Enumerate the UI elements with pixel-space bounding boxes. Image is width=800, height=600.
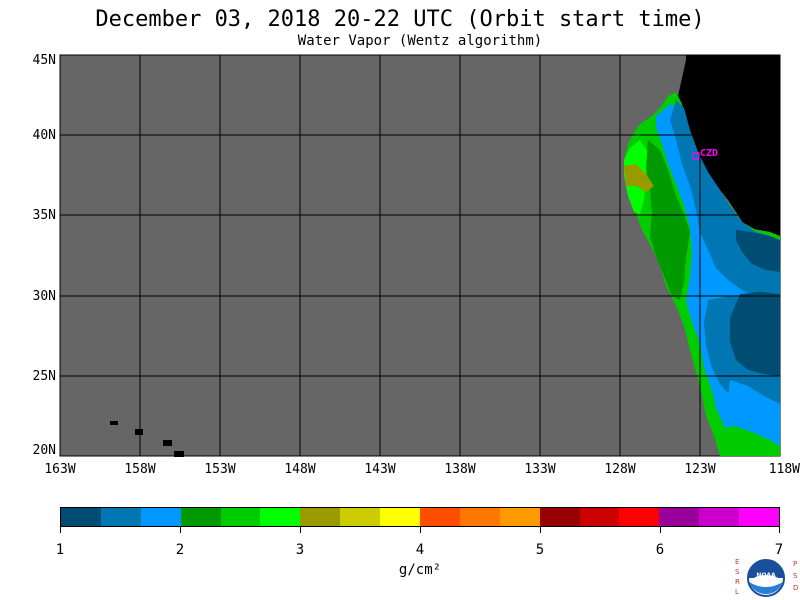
map-title: December 03, 2018 20-22 UTC (Orbit start… <box>95 7 705 32</box>
lon-label-143w: 143W <box>364 462 396 477</box>
map-grid <box>60 55 780 456</box>
logo-center-text: NOAA <box>756 572 776 579</box>
lat-label-20n: 20N <box>32 443 56 458</box>
logo-letter-p: P <box>793 560 798 568</box>
lat-label-45n: 45N <box>32 53 56 68</box>
hawaiian-islands <box>110 421 184 457</box>
colorbar-tick <box>60 527 61 533</box>
lon-label-153w: 153W <box>204 462 236 477</box>
colorbar-label-6: 6 <box>655 542 665 558</box>
colorbar-label-3: 3 <box>295 542 305 558</box>
lon-label-128w: 128W <box>604 462 636 477</box>
vapor-deep-blue <box>730 292 780 376</box>
colorbar-tick <box>300 527 301 533</box>
logo-letter-r: R <box>735 578 740 586</box>
colorbar-tick <box>180 527 181 533</box>
lon-label-118w: 118W <box>768 462 800 477</box>
vapor-dark-green <box>646 140 690 300</box>
colorbar-swatch <box>380 508 421 526</box>
colorbar-label-2: 2 <box>175 542 185 558</box>
colorbar-swatch <box>579 508 620 526</box>
colorbar-swatch <box>61 508 101 526</box>
lon-label-158w: 158W <box>124 462 156 477</box>
lon-label-163w: 163W <box>44 462 76 477</box>
vapor-olive <box>624 164 654 192</box>
colorbar-swatch <box>739 508 780 526</box>
land-mass <box>678 55 780 236</box>
colorbar-label-4: 4 <box>415 542 425 558</box>
lon-label-133w: 133W <box>524 462 556 477</box>
colorbar-swatch <box>499 508 540 526</box>
lat-label-40n: 40N <box>32 128 56 143</box>
colorbar-swatch <box>539 508 580 526</box>
colorbar-units: g/cm² <box>398 562 442 578</box>
noaa-emblem-icon: NOAA <box>747 559 785 597</box>
noaa-logo: E S R L P S D NOAA <box>733 558 799 600</box>
logo-letter-l: L <box>735 588 739 596</box>
lon-label-123w: 123W <box>684 462 716 477</box>
colorbar-swatch <box>180 508 221 526</box>
vapor-deep-blue-north <box>736 230 780 272</box>
colorbar-swatch <box>260 508 301 526</box>
logo-letter-e: E <box>735 558 740 566</box>
station-label: CZD <box>700 148 718 159</box>
lat-label-25n: 25N <box>32 369 56 384</box>
lat-label-30n: 30N <box>32 289 56 304</box>
lon-label-148w: 148W <box>284 462 316 477</box>
colorbar-swatch <box>100 508 141 526</box>
colorbar <box>60 507 780 527</box>
colorbar-swatch <box>140 508 181 526</box>
colorbar-tick <box>540 527 541 533</box>
colorbar-swatch <box>220 508 261 526</box>
colorbar-swatch <box>340 508 381 526</box>
colorbar-label-7: 7 <box>774 542 784 558</box>
vapor-blue-south <box>728 380 780 440</box>
lon-label-138w: 138W <box>444 462 476 477</box>
vapor-green-south <box>716 426 780 456</box>
colorbar-tick <box>779 527 780 533</box>
logo-letter-s: S <box>735 568 740 576</box>
station-marker <box>692 152 700 160</box>
colorbar-swatch <box>420 508 460 526</box>
colorbar-swatch <box>300 508 341 526</box>
colorbar-label-1: 1 <box>55 542 65 558</box>
lat-label-35n: 35N <box>32 208 56 223</box>
colorbar-tick <box>420 527 421 533</box>
logo-letter-d: D <box>793 584 799 592</box>
colorbar-label-5: 5 <box>535 542 545 558</box>
colorbar-tick <box>660 527 661 533</box>
colorbar-swatch <box>659 508 700 526</box>
colorbar-swatch <box>699 508 740 526</box>
colorbar-swatch <box>459 508 500 526</box>
logo-letter-s2: S <box>793 572 798 580</box>
map-subtitle: Water Vapor (Wentz algorithm) <box>297 33 543 49</box>
colorbar-swatch <box>619 508 660 526</box>
